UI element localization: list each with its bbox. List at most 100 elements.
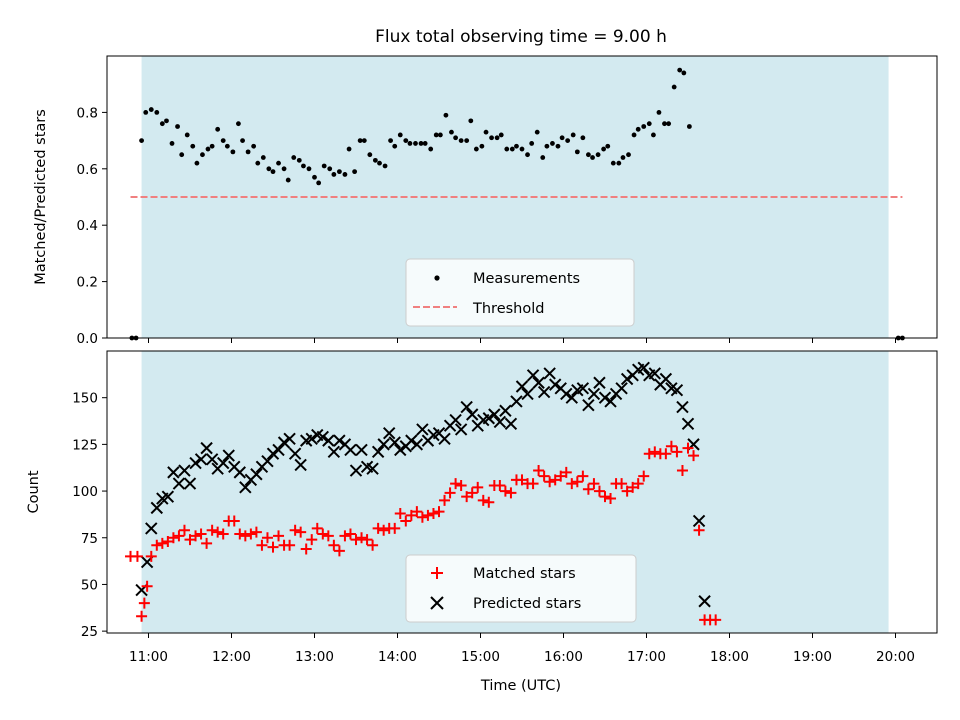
- measurement-point: [590, 155, 595, 160]
- matched-star-point: [433, 506, 445, 518]
- measurement-point: [301, 163, 306, 169]
- measurement-point: [139, 138, 144, 144]
- matched-star-point: [427, 507, 439, 519]
- measurement-point: [255, 160, 261, 166]
- matched-star-point: [350, 534, 362, 546]
- measurement-point: [164, 118, 169, 124]
- y-tick-label: 25: [81, 624, 98, 640]
- predicted-star-point: [283, 432, 296, 445]
- predicted-star-point: [537, 385, 551, 399]
- measurement-point: [154, 110, 160, 115]
- measurement-point: [449, 129, 454, 135]
- measurement-point: [321, 163, 327, 169]
- predicted-star-point: [488, 408, 501, 421]
- measurement-point: [586, 152, 591, 158]
- matched-star-point: [256, 539, 268, 551]
- measurement-point: [540, 155, 546, 160]
- measurement-point: [316, 180, 322, 186]
- measurement-point: [468, 118, 474, 124]
- top-y-axis-label: Matched/Predicted stars: [33, 109, 49, 285]
- predicted-star-point: [349, 464, 363, 477]
- predicted-star-point: [344, 443, 357, 457]
- measurement-point: [240, 138, 245, 144]
- measurement-point: [245, 149, 251, 155]
- measurement-point: [407, 141, 413, 146]
- predicted-star-point: [698, 595, 711, 608]
- measurement-point: [498, 132, 504, 138]
- measurement-point: [148, 107, 154, 112]
- measurement-point: [175, 124, 180, 129]
- matched-star-point: [400, 515, 412, 527]
- predicted-star-point: [615, 382, 628, 395]
- matched-star-point: [311, 522, 323, 534]
- matched-star-point: [416, 511, 428, 523]
- predicted-star-point: [676, 400, 689, 414]
- measurement-point: [610, 160, 616, 166]
- predicted-star-point: [593, 376, 606, 389]
- measurement-point: [367, 152, 373, 158]
- matched-star-point: [141, 580, 153, 592]
- matched-star-point: [212, 526, 224, 538]
- measurement-point: [479, 143, 485, 149]
- matched-star-point: [201, 537, 213, 549]
- predicted-star-point: [261, 454, 274, 468]
- measurement-point: [230, 149, 236, 155]
- matched-star-point: [660, 448, 672, 460]
- predicted-star-point: [670, 384, 684, 397]
- legend-marker-x-icon: [430, 596, 444, 610]
- matched-star-point: [167, 532, 179, 544]
- measurement-point: [550, 141, 555, 146]
- predicted-star-point: [178, 464, 191, 477]
- bottom-y-axis-label: Count: [26, 470, 42, 513]
- bottom-axes-frame: [106, 350, 938, 634]
- matched-star-point: [643, 448, 655, 460]
- x-tick-label: 12:00: [212, 649, 251, 665]
- matched-star-point: [466, 487, 478, 499]
- measurement-point: [372, 157, 378, 163]
- measurement-point: [392, 143, 398, 149]
- bottom-panel: 25 50 75 100 125 150 11:00 12:00 13:00 14:00 15:0…: [26, 350, 938, 694]
- matched-star-point: [627, 481, 639, 493]
- y-tick-label: 0.6: [77, 162, 98, 178]
- matched-star-point: [339, 530, 351, 542]
- matched-star-point: [151, 539, 163, 551]
- legend-marker-dot-icon: [434, 275, 440, 281]
- measurement-point: [534, 129, 540, 135]
- predicted-star-point: [587, 387, 601, 401]
- predicted-star-point: [460, 400, 473, 414]
- measurement-point: [190, 143, 196, 149]
- x-tick-label: 20:00: [876, 649, 915, 665]
- predicted-star-point: [532, 376, 545, 389]
- measurement-point: [626, 152, 631, 158]
- predicted-star-point: [438, 432, 451, 445]
- matched-star-point: [145, 550, 157, 562]
- measurement-point: [509, 146, 515, 152]
- matched-star-point: [317, 528, 329, 540]
- predicted-star-point: [194, 453, 208, 466]
- y-tick-label: 50: [81, 577, 98, 593]
- measurement-point: [464, 138, 470, 144]
- measurement-point: [276, 160, 281, 166]
- matched-star-point: [494, 479, 506, 491]
- predicted-star-point: [620, 372, 634, 386]
- predicted-star-point: [377, 438, 390, 451]
- measurement-point: [686, 124, 692, 129]
- predicted-star-point: [322, 434, 335, 447]
- matched-star-point: [682, 442, 694, 454]
- measurement-point: [169, 141, 175, 146]
- matched-star-point: [632, 478, 644, 490]
- predicted-star-point: [167, 466, 180, 479]
- legend-marker-plus-icon: [431, 567, 443, 579]
- measurement-point: [559, 135, 565, 141]
- measurement-point: [285, 177, 291, 183]
- matched-star-point: [461, 491, 473, 503]
- measurement-point: [296, 157, 302, 163]
- matched-star-point: [131, 550, 143, 562]
- legend-entry-predicted-stars: Predicted stars: [473, 596, 581, 612]
- measurement-point: [453, 135, 458, 141]
- matched-star-point: [455, 479, 467, 491]
- matched-star-point: [178, 524, 190, 536]
- bottom-y-axis: 25 50 75 100 125 150: [72, 391, 107, 640]
- top-legend: Measurements Threshold: [405, 258, 635, 327]
- predicted-star-point: [250, 468, 263, 481]
